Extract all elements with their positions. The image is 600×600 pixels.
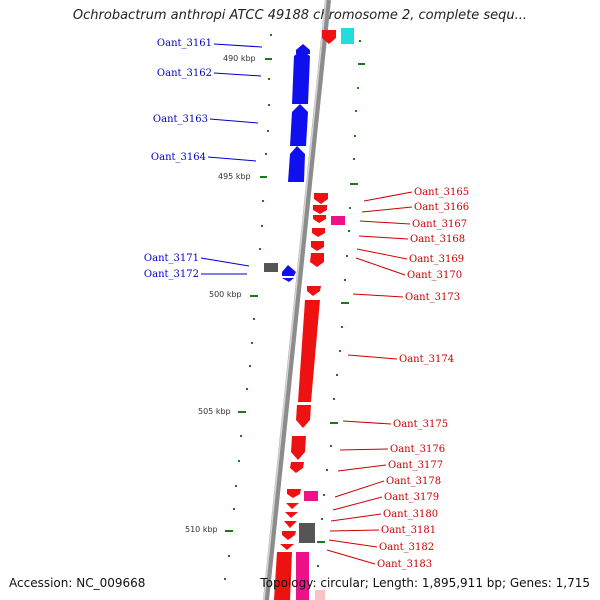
gene-label[interactable]: Oant_3168 [410, 234, 465, 245]
gene-arrow[interactable] [282, 44, 310, 282]
gene-label[interactable]: Oant_3181 [381, 525, 436, 536]
gene-arrow[interactable] [299, 523, 315, 543]
scale-label: 510 kbp [185, 525, 218, 534]
map-title: Ochrobactrum anthropi ATCC 49188 chromos… [72, 8, 528, 23]
gene-label[interactable]: Oant_3163 [153, 114, 208, 125]
scale-label: 500 kbp [209, 290, 242, 299]
gene-arrow[interactable] [296, 300, 320, 428]
gene-label[interactable]: Oant_3171 [144, 253, 199, 264]
gene-arrow[interactable] [264, 263, 278, 272]
gene-label[interactable]: Oant_3179 [384, 492, 439, 503]
gene-label[interactable]: Oant_3161 [157, 38, 212, 49]
gene-arrow[interactable] [322, 30, 336, 44]
scale-label: 495 kbp [218, 172, 251, 181]
scale-label: 505 kbp [198, 407, 231, 416]
gene-arrow[interactable] [331, 216, 345, 225]
gene-label[interactable]: Oant_3165 [414, 187, 469, 198]
scale-ticks-left [224, 34, 272, 580]
gene-label[interactable]: Oant_3169 [409, 254, 464, 265]
gene-label[interactable]: Oant_3167 [412, 219, 467, 230]
gene-label[interactable]: Oant_3173 [405, 292, 460, 303]
gene-label[interactable]: Oant_3182 [379, 542, 434, 553]
gene-arrow[interactable] [315, 590, 325, 600]
gene-label[interactable]: Oant_3183 [377, 559, 432, 570]
chromosome-backbone-highlight [263, 0, 327, 600]
topology-label: Topology: circular; Length: 1,895,911 bp… [260, 576, 590, 590]
chromosome-backbone [263, 0, 331, 600]
left-label-leaders [200, 43, 263, 275]
gene-label[interactable]: Oant_3180 [383, 509, 438, 520]
right-label-leaders [326, 191, 413, 565]
gene-label[interactable]: Oant_3175 [393, 419, 448, 430]
gene-arrow[interactable] [341, 28, 354, 44]
gene-label[interactable]: Oant_3172 [144, 269, 199, 280]
gene-label[interactable]: Oant_3176 [390, 444, 445, 455]
gene-label[interactable]: Oant_3174 [399, 354, 454, 365]
scale-label: 490 kbp [223, 54, 256, 63]
accession-label: Accession: NC_009668 [9, 576, 146, 590]
gene-label[interactable]: Oant_3162 [157, 68, 212, 79]
gene-arrow[interactable] [296, 491, 318, 600]
scale-ticks-right [317, 40, 365, 567]
gene-label[interactable]: Oant_3170 [407, 270, 462, 281]
gene-label[interactable]: Oant_3177 [388, 460, 443, 471]
gene-label[interactable]: Oant_3164 [151, 152, 206, 163]
gene-label[interactable]: Oant_3166 [414, 202, 469, 213]
gene-arrow[interactable] [274, 436, 306, 600]
gene-label[interactable]: Oant_3178 [386, 476, 441, 487]
gene-arrow[interactable] [307, 193, 328, 296]
